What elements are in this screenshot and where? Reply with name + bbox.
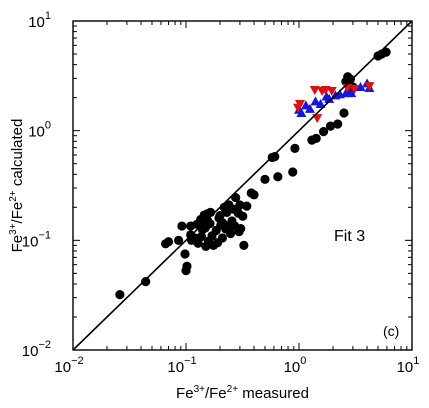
fit-label: Fit 3	[334, 228, 365, 245]
data-point-triangle-up	[310, 96, 321, 106]
data-point-circle	[196, 232, 207, 242]
data-point-circle	[270, 152, 280, 162]
data-points	[115, 47, 391, 300]
data-point-circle	[177, 221, 187, 231]
panel-label: (c)	[383, 323, 399, 339]
data-point-triangle-down	[294, 100, 305, 110]
data-point-circle	[186, 221, 196, 231]
data-point-circle	[141, 277, 151, 287]
data-point-circle	[273, 172, 283, 182]
data-point-circle	[223, 221, 233, 231]
y-axis-label: Fe3+/Fe2+ calculated	[8, 119, 26, 253]
axis-ticks	[72, 20, 413, 351]
data-point-circle	[345, 74, 355, 84]
data-point-circle	[238, 211, 248, 221]
data-point-circle	[311, 133, 321, 144]
data-point-triangle-up	[296, 107, 307, 117]
data-point-circle	[182, 261, 192, 271]
data-point-circle	[325, 121, 336, 131]
data-point-circle	[290, 143, 300, 153]
data-point-circle	[318, 127, 329, 137]
data-point-circle	[239, 240, 249, 250]
data-point-triangle-up	[346, 88, 357, 98]
data-point-triangle-up	[315, 99, 326, 109]
data-point-triangle-up	[355, 82, 366, 92]
data-point-triangle-down	[326, 86, 337, 96]
data-point-circle	[217, 233, 228, 243]
y-tick-label: 10−2	[22, 339, 51, 360]
data-point-circle	[222, 207, 232, 217]
y-tick-label: 100	[28, 120, 51, 141]
data-point-circle	[242, 201, 252, 211]
data-point-circle	[115, 290, 125, 300]
data-point-triangle-up	[304, 103, 315, 113]
data-point-circle	[381, 47, 391, 57]
x-tick-label: 10−2	[54, 355, 83, 376]
y-tick-label: 10−1	[22, 229, 51, 250]
x-tick-label: 101	[397, 355, 420, 376]
data-point-circle	[205, 219, 215, 229]
data-point-circle	[260, 174, 270, 184]
data-point-circle	[173, 235, 184, 245]
data-point-circle	[333, 119, 343, 129]
data-point-circle	[339, 108, 349, 118]
data-point-circle	[225, 229, 236, 239]
data-point-triangle-up	[324, 93, 335, 103]
x-axis-label: Fe3+/Fe2+ measured	[176, 384, 309, 402]
tick-labels: 10−2 10−1 100 101 10−2 10−1 100 101	[22, 10, 420, 376]
data-point-circle	[163, 237, 174, 247]
plot-frame	[72, 20, 413, 351]
data-point-circle	[229, 204, 239, 214]
data-point-triangle-down	[349, 84, 360, 94]
data-point-circle	[215, 211, 225, 221]
data-point-circle	[234, 227, 244, 237]
y-tick-label: 101	[28, 10, 51, 31]
data-point-circle	[288, 167, 298, 177]
x-tick-label: 10−1	[167, 355, 196, 376]
one-to-one-line	[72, 20, 413, 351]
data-point-triangle-down	[364, 82, 375, 92]
data-point-circle	[249, 190, 259, 200]
data-point-circle	[203, 236, 214, 246]
data-point-triangle-down	[309, 85, 320, 95]
x-tick-label: 100	[284, 355, 307, 376]
data-point-circle	[180, 249, 190, 259]
